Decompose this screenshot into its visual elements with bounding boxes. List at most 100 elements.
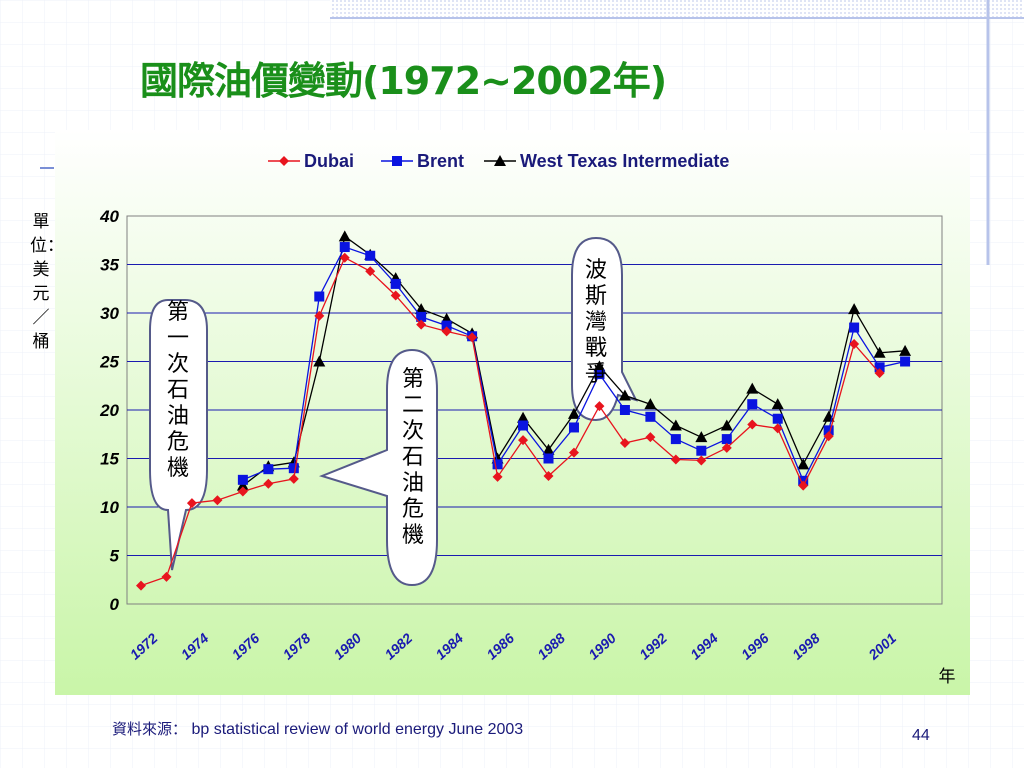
y-tick-label: 5 [110, 547, 120, 566]
data-point-west-texas-intermediate [618, 389, 631, 401]
data-point-west-texas-intermediate [797, 458, 810, 470]
data-point-dubai [212, 495, 223, 506]
legend-marker [279, 156, 289, 166]
data-point-dubai [186, 498, 197, 509]
data-point-west-texas-intermediate [415, 303, 428, 315]
data-point-brent [619, 405, 630, 415]
data-point-west-texas-intermediate [771, 398, 784, 410]
y-tick-label: 40 [99, 207, 119, 226]
data-point-dubai [670, 454, 681, 465]
data-point-dubai [518, 435, 529, 446]
data-point-dubai [288, 473, 299, 484]
data-point-dubai [594, 401, 605, 412]
data-point-dubai [568, 447, 579, 458]
series-line-dubai [140, 256, 881, 587]
x-tick-label: 2001 [865, 630, 900, 664]
data-point-brent [237, 474, 248, 485]
data-point-brent [670, 434, 681, 445]
x-tick-label: 1976 [229, 630, 263, 663]
data-point-dubai [339, 252, 350, 263]
data-point-brent [747, 399, 758, 410]
top-dotted-band [330, 0, 1024, 18]
data-point-brent [849, 322, 860, 333]
data-point-west-texas-intermediate [517, 411, 530, 423]
data-point-brent [365, 250, 376, 261]
data-point-dubai [798, 480, 809, 491]
legend-marker [392, 156, 402, 166]
data-point-west-texas-intermediate [848, 303, 861, 315]
data-point-dubai [772, 423, 783, 434]
x-axis-label: 年 [939, 667, 956, 687]
page-number: 44 [912, 727, 930, 744]
x-tick-label: 1998 [789, 630, 823, 663]
x-tick-label: 1984 [432, 630, 466, 663]
data-point-west-texas-intermediate [720, 419, 733, 431]
y-tick-label: 25 [99, 353, 119, 372]
data-point-dubai [619, 437, 630, 448]
bubble-second-oil-crisis [318, 348, 438, 587]
unit-label: 單位：美元／桶 [30, 212, 64, 352]
legend-label: Brent [417, 151, 464, 171]
y-tick-label: 30 [100, 304, 119, 323]
data-point-brent [416, 311, 427, 322]
data-point-brent [492, 459, 503, 470]
slide-title: 國際油價變動(1972~2002年) [140, 59, 667, 103]
data-point-brent [900, 356, 911, 367]
data-point-brent [288, 463, 299, 474]
data-point-brent [645, 411, 656, 422]
data-point-west-texas-intermediate [542, 443, 555, 455]
data-point-brent [594, 369, 605, 380]
data-point-brent [441, 320, 452, 331]
data-point-dubai [390, 290, 401, 301]
y-tick-label: 35 [100, 256, 119, 275]
data-point-west-texas-intermediate [695, 431, 708, 443]
y-tick-label: 15 [100, 450, 119, 469]
data-point-west-texas-intermediate [567, 407, 580, 419]
legend-label: West Texas Intermediate [520, 151, 729, 171]
annotation-second-oil-crisis: 第二次石油危機 [401, 367, 424, 548]
data-point-dubai [747, 419, 758, 430]
x-tick-label: 1974 [178, 630, 212, 663]
data-point-west-texas-intermediate [313, 355, 326, 367]
y-tick-label: 20 [99, 401, 119, 420]
legend-label: Dubai [304, 151, 354, 171]
source-label: 資料來源： [112, 720, 188, 738]
data-point-dubai [721, 442, 732, 453]
data-point-dubai [161, 571, 172, 582]
data-point-west-texas-intermediate [593, 360, 606, 372]
data-point-dubai [441, 326, 452, 337]
data-point-dubai [874, 368, 885, 379]
x-tick-label: 1980 [330, 630, 364, 663]
data-point-brent [390, 278, 401, 289]
data-point-dubai [365, 266, 376, 277]
data-point-west-texas-intermediate [746, 382, 759, 394]
data-point-dubai [263, 478, 274, 489]
x-tick-label: 1978 [280, 630, 314, 663]
data-point-west-texas-intermediate [644, 398, 657, 410]
data-point-brent [263, 464, 274, 475]
data-point-west-texas-intermediate [669, 419, 682, 431]
data-point-dubai [492, 471, 503, 482]
data-point-dubai [645, 432, 656, 443]
data-point-dubai [823, 431, 834, 442]
x-tick-label: 1986 [483, 630, 517, 663]
data-point-brent [314, 291, 325, 302]
data-point-dubai [314, 310, 325, 321]
data-point-brent [823, 425, 834, 436]
x-tick-label: 1972 [127, 630, 161, 663]
x-tick-label: 1990 [585, 630, 619, 663]
bubble-gulf-war [571, 236, 638, 422]
x-tick-label: 1996 [738, 630, 772, 663]
data-point-dubai [467, 332, 478, 343]
y-tick-label: 0 [110, 595, 120, 614]
data-point-dubai [543, 470, 554, 481]
data-point-brent [339, 242, 350, 253]
source-text: bp statistical review of world energy Ju… [191, 721, 524, 738]
y-tick-label: 10 [100, 498, 119, 517]
data-point-brent [772, 413, 783, 424]
data-point-west-texas-intermediate [899, 344, 912, 356]
data-point-west-texas-intermediate [873, 346, 886, 358]
data-point-brent [568, 422, 579, 433]
